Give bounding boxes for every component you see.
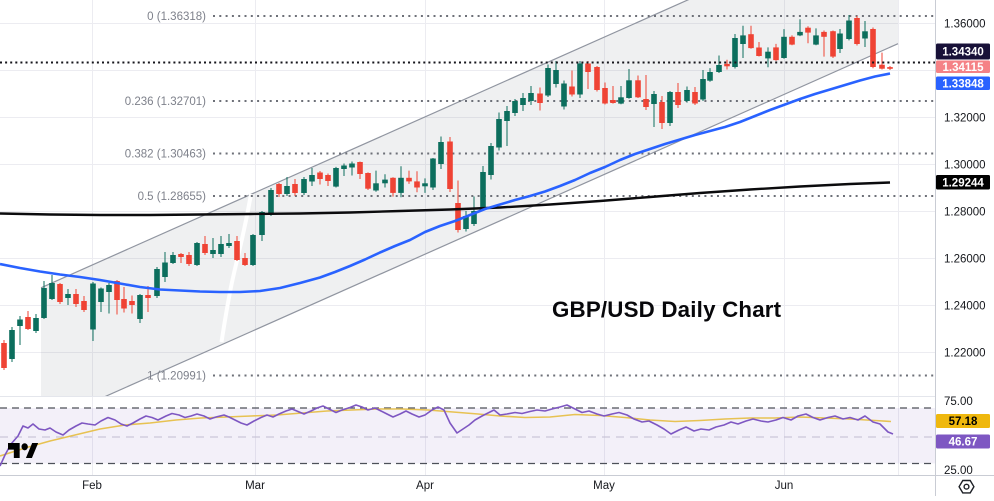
svg-text:1.22000: 1.22000 — [944, 348, 986, 360]
svg-text:1.34340: 1.34340 — [942, 47, 984, 59]
svg-text:46.67: 46.67 — [949, 437, 978, 449]
svg-text:1.28000: 1.28000 — [944, 207, 986, 219]
svg-text:Jun: Jun — [775, 480, 794, 492]
svg-text:1 (1.20991): 1 (1.20991) — [147, 371, 206, 383]
svg-text:1.33848: 1.33848 — [942, 78, 984, 90]
svg-text:75.00: 75.00 — [944, 396, 973, 408]
svg-text:1.32000: 1.32000 — [944, 113, 986, 125]
svg-text:Apr: Apr — [416, 480, 434, 492]
svg-text:Mar: Mar — [245, 480, 265, 492]
svg-text:GBP/USD Daily Chart: GBP/USD Daily Chart — [552, 297, 782, 322]
svg-text:1.29244: 1.29244 — [942, 177, 984, 189]
svg-text:25.00: 25.00 — [944, 465, 973, 477]
svg-text:1.36000: 1.36000 — [944, 19, 986, 31]
svg-text:1.34115: 1.34115 — [943, 62, 985, 74]
svg-text:0.382 (1.30463): 0.382 (1.30463) — [125, 149, 206, 161]
svg-text:May: May — [593, 480, 615, 492]
svg-text:Feb: Feb — [82, 480, 102, 492]
svg-text:1.24000: 1.24000 — [944, 301, 986, 313]
svg-text:0.5 (1.28655): 0.5 (1.28655) — [138, 191, 207, 203]
svg-text:0.236 (1.32701): 0.236 (1.32701) — [125, 96, 206, 108]
svg-text:0 (1.36318): 0 (1.36318) — [147, 11, 206, 23]
svg-text:57.18: 57.18 — [949, 416, 978, 428]
svg-text:1.30000: 1.30000 — [944, 160, 986, 172]
svg-text:1.26000: 1.26000 — [944, 254, 986, 266]
